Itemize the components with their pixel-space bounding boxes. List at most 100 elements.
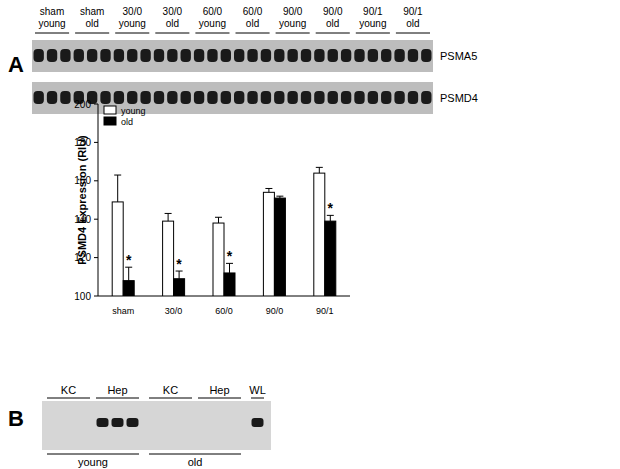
y-tick <box>94 104 98 105</box>
band <box>47 91 57 104</box>
band <box>247 49 257 62</box>
lane-underline <box>356 33 390 34</box>
lane-age: young <box>279 18 306 29</box>
band <box>221 91 231 104</box>
blot-row-label: PSMD4 <box>440 92 478 104</box>
lane-condition: 60/0 <box>203 6 223 17</box>
group-label: young <box>78 456 108 468</box>
band <box>34 49 44 62</box>
lane-underline <box>198 398 241 399</box>
band <box>261 91 271 104</box>
band <box>194 49 204 62</box>
band <box>60 91 70 104</box>
y-tick <box>94 257 98 258</box>
band <box>60 49 70 62</box>
lane-underline <box>115 33 149 34</box>
band <box>274 91 284 104</box>
error-bar <box>276 196 283 198</box>
significance-marker: * <box>176 256 182 272</box>
band <box>234 91 244 104</box>
band <box>301 91 311 104</box>
panel-label: A <box>8 52 24 77</box>
y-tick <box>94 142 98 143</box>
group-overline <box>149 454 241 455</box>
band <box>328 91 338 104</box>
lane-underline <box>96 398 139 399</box>
bar <box>112 202 123 296</box>
band <box>421 91 431 104</box>
band <box>354 49 364 62</box>
x-tick-label: 30/0 <box>165 306 183 316</box>
bar <box>314 173 325 296</box>
error-bar <box>176 271 183 279</box>
band <box>127 49 137 62</box>
lane-age: old <box>166 18 179 29</box>
band <box>167 91 177 104</box>
band <box>252 418 264 427</box>
lane-age: old <box>406 18 419 29</box>
lane-underline <box>75 33 109 34</box>
error-bars <box>114 167 334 280</box>
band <box>287 91 297 104</box>
band <box>381 91 391 104</box>
band <box>97 418 109 427</box>
band <box>221 49 231 62</box>
error-bar <box>165 213 172 221</box>
lane-age: old <box>326 18 339 29</box>
lane-underline <box>155 33 189 34</box>
lane-label: WL <box>249 384 266 396</box>
blot-row-label: PSMA5 <box>440 50 477 62</box>
lane-age: young <box>38 18 65 29</box>
band <box>341 49 351 62</box>
band <box>74 49 84 62</box>
band <box>154 91 164 104</box>
error-bar <box>215 217 222 223</box>
band <box>354 91 364 104</box>
y-tick <box>94 180 98 181</box>
band <box>127 418 139 427</box>
lane-age: young <box>359 18 386 29</box>
band <box>341 91 351 104</box>
band <box>100 49 110 62</box>
band <box>381 49 391 62</box>
band <box>127 91 137 104</box>
y-tick <box>94 219 98 220</box>
x-tick-label: sham <box>112 306 134 316</box>
bar <box>325 221 336 296</box>
band <box>408 49 418 62</box>
bar <box>123 281 134 296</box>
y-axis <box>98 104 99 296</box>
blot-background <box>32 40 433 72</box>
lane-age: young <box>119 18 146 29</box>
lane-underline <box>276 33 310 34</box>
lane-condition: 90/1 <box>403 6 423 17</box>
significance-marker: * <box>328 200 334 216</box>
band <box>328 49 338 62</box>
band <box>247 91 257 104</box>
band <box>287 49 297 62</box>
bar <box>174 279 185 296</box>
group-label: old <box>188 456 203 468</box>
error-bar <box>114 175 121 202</box>
lane-condition: 60/0 <box>243 6 263 17</box>
error-bar <box>265 188 272 192</box>
band <box>114 49 124 62</box>
legend-label: young <box>121 106 146 116</box>
lane-age: old <box>85 18 98 29</box>
lane-age: old <box>246 18 259 29</box>
bar <box>263 192 274 296</box>
lane-underline <box>149 398 192 399</box>
band <box>261 49 271 62</box>
error-bar <box>226 263 233 273</box>
band <box>87 49 97 62</box>
legend-label: old <box>121 117 133 127</box>
band <box>207 49 217 62</box>
band <box>394 91 404 104</box>
band <box>34 91 44 104</box>
y-tick-label: 200 <box>74 99 91 110</box>
lane-label: KC <box>61 384 76 396</box>
panel-label: B <box>8 406 24 431</box>
lane-underline <box>35 33 69 34</box>
x-tick-label: 60/0 <box>215 306 233 316</box>
band <box>167 49 177 62</box>
